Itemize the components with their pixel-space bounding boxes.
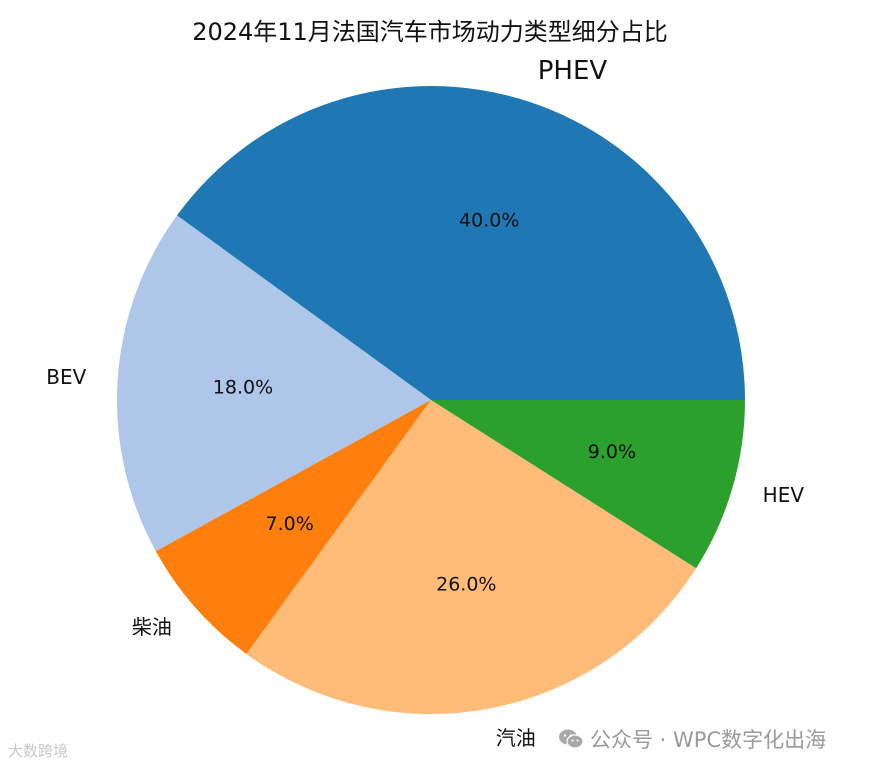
watermark-right-text: 公众号 · WPC数字化出海 xyxy=(590,728,827,752)
pie-category-label-1: BEV xyxy=(46,365,86,389)
pie-category-label-3: 汽油 xyxy=(496,726,536,750)
pie-slice-4 xyxy=(431,400,745,569)
chart-title: 2024年11月法国汽车市场动力类型细分占比 xyxy=(192,18,668,46)
pie-slice-2 xyxy=(155,400,431,655)
pie-category-label-0: PHEV xyxy=(538,56,608,86)
wechat-icon xyxy=(559,729,584,749)
pie-slice-3 xyxy=(246,400,697,714)
pie-slice-0 xyxy=(176,85,746,401)
pie-category-label-4: HEV xyxy=(763,483,805,507)
pie-category-label-2: 柴油 xyxy=(132,615,172,639)
pie-slice-1 xyxy=(117,215,432,552)
pie-value-label-0: 40.0% xyxy=(459,209,519,231)
watermark-right: 公众号 · WPC数字化出海 xyxy=(558,724,826,754)
watermark-left: 大数跨境 xyxy=(8,742,69,760)
pie-value-label-3: 26.0% xyxy=(436,574,496,596)
pie-value-label-2: 7.0% xyxy=(266,513,314,535)
pie-value-label-4: 9.0% xyxy=(588,441,636,463)
pie-value-label-1: 18.0% xyxy=(213,377,273,399)
